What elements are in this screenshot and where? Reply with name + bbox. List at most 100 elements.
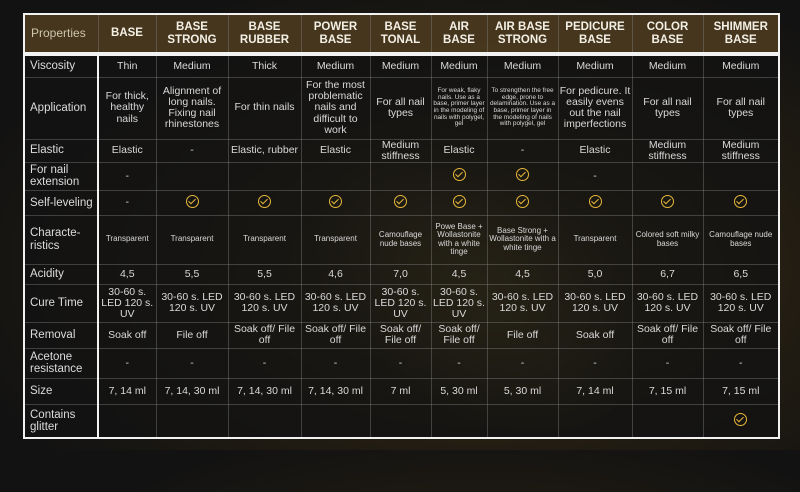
table-cell: 30-60 s. LED 120 s. UV <box>486 283 559 323</box>
table-cell: Medium <box>486 53 559 78</box>
table-cell: - <box>300 347 371 379</box>
table-cell: Medium <box>300 53 371 78</box>
check-cell <box>486 189 559 216</box>
table-cell: Elastic <box>430 138 488 163</box>
table-cell: For thin nails <box>227 76 302 140</box>
check-circle-icon <box>452 168 466 182</box>
table-cell: Base Strong + Wollastonite with a white … <box>486 214 559 265</box>
table-row: Size 7, 14 ml 7, 14, 30 ml 7, 14, 30 ml 7, 1… <box>23 377 780 405</box>
header-column: BASE RUBBER <box>227 13 302 56</box>
header-column: COLOR BASE <box>631 13 704 56</box>
table-cell: Transparent <box>155 214 229 265</box>
table-cell: Soak off/ File off <box>430 321 488 349</box>
check-cell <box>430 189 488 216</box>
header-column: BASE <box>97 13 157 56</box>
table-cell: 5,0 <box>557 263 633 285</box>
header-column: POWER BASE <box>300 13 371 56</box>
table-cell <box>300 161 371 191</box>
table-cell: Elastic <box>97 138 157 163</box>
table-cell: Transparent <box>97 214 157 265</box>
table-cell: 7, 14 ml <box>97 377 157 405</box>
table-cell: Soak off <box>97 321 157 349</box>
row-label: For nail extension <box>23 161 99 191</box>
table-cell: Elastic <box>300 138 371 163</box>
table-row: Self-leveling - <box>23 189 780 216</box>
table-cell: - <box>97 347 157 379</box>
header-row: Properties BASE BASE STRONG BASE RUBBER POWE… <box>23 13 780 56</box>
table-cell: 30-60 s. LED 120 s. UV <box>155 283 229 323</box>
table-cell: Medium <box>430 53 488 78</box>
table-cell: - <box>97 161 157 191</box>
table-cell: 4,5 <box>97 263 157 285</box>
table-cell: 4,6 <box>300 263 371 285</box>
table-cell: - <box>430 347 488 379</box>
table-cell: Powe Base + Wollastonite with a white ti… <box>430 214 488 265</box>
table-cell: File off <box>486 321 559 349</box>
table-cell <box>430 403 488 439</box>
table-cell: Medium <box>702 53 780 78</box>
table-cell: 30-60 s. LED 120 s. UV <box>557 283 633 323</box>
table-cell: - <box>557 161 633 191</box>
table-row: Acidity 4,5 5,5 5,5 4,6 7,0 4,5 4,5 5,0 6,7 6,5 <box>23 263 780 285</box>
table-cell: Camouflage nude bases <box>369 214 432 265</box>
row-label: Contains glitter <box>23 403 99 439</box>
check-cell <box>155 189 229 216</box>
table-row: Characte-ristics Transparent Transparent Tr… <box>23 214 780 265</box>
table-cell: - <box>97 189 157 216</box>
row-label: Elastic <box>23 138 99 163</box>
header-column: AIR BASE <box>430 13 488 56</box>
check-circle-icon <box>329 194 342 208</box>
table-cell <box>155 161 229 191</box>
check-circle-icon <box>185 194 199 208</box>
row-label: Size <box>23 377 99 405</box>
table-cell: 7 ml <box>369 377 432 405</box>
check-circle-icon <box>258 194 271 208</box>
table-cell: 6,5 <box>702 263 780 285</box>
table-cell: Thick <box>227 53 302 78</box>
check-circle-icon <box>734 412 748 426</box>
table-cell: 6,7 <box>631 263 704 285</box>
table-cell <box>369 403 432 439</box>
table-cell: Soak off/ File off <box>702 321 780 349</box>
table-row: Removal Soak off File off Soak off/ File of… <box>23 321 780 349</box>
table-cell: Medium stiffness <box>369 138 432 163</box>
table-cell: Camouflage nude bases <box>702 214 780 265</box>
check-cell <box>631 189 704 216</box>
table-cell: 7, 14, 30 ml <box>227 377 302 405</box>
table-cell: 7, 14, 30 ml <box>155 377 229 405</box>
table-cell: Elastic <box>557 138 633 163</box>
check-cell <box>369 189 432 216</box>
check-circle-icon <box>394 194 407 208</box>
check-circle-icon <box>516 194 529 208</box>
properties-table: Properties BASE BASE STRONG BASE RUBBER POWE… <box>23 13 780 440</box>
table-cell: - <box>486 138 559 163</box>
table-cell <box>97 403 157 439</box>
table-cell: Transparent <box>300 214 371 265</box>
table-cell: 7, 14, 30 ml <box>300 377 371 405</box>
check-circle-icon <box>516 168 529 182</box>
table-cell: Colored soft milky bases <box>631 214 704 265</box>
table-cell <box>702 161 780 191</box>
table-cell: Medium <box>369 53 432 78</box>
check-cell <box>486 161 559 191</box>
table-cell: - <box>631 347 704 379</box>
header-column: PEDICURE BASE <box>557 13 633 56</box>
check-cell <box>702 189 780 216</box>
table-cell: - <box>155 138 229 163</box>
table-cell: Soak off/ File off <box>369 321 432 349</box>
table-row: Contains glitter <box>23 403 780 439</box>
table-cell <box>631 161 704 191</box>
table-cell: Soak off/ File off <box>631 321 704 349</box>
table-cell: - <box>702 347 780 379</box>
header-column: AIR BASE STRONG <box>486 13 559 56</box>
check-circle-icon <box>588 194 602 208</box>
row-label: Viscosity <box>23 53 99 78</box>
table-cell: 30-60 s. LED 120 s. UV <box>631 283 704 323</box>
table-cell: Medium <box>631 53 704 78</box>
table-cell: Medium <box>557 53 633 78</box>
table-cell: Soak off/ File off <box>227 321 302 349</box>
check-cell <box>300 189 371 216</box>
header-column: BASE STRONG <box>155 13 229 56</box>
row-label: Self-leveling <box>23 189 99 216</box>
table-cell: To strengthen the free edge, prone to de… <box>486 76 559 140</box>
